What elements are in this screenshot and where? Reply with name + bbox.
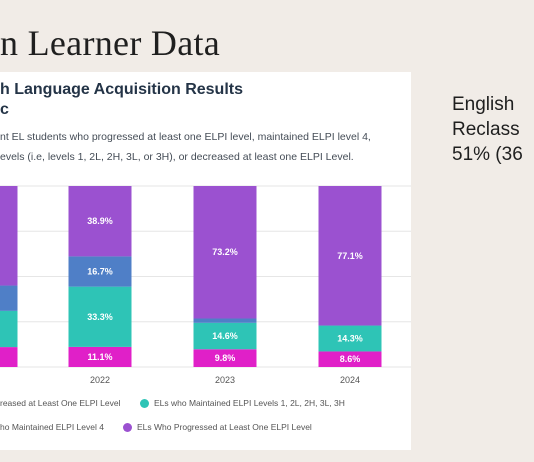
bar-segment xyxy=(318,351,382,367)
bar-segment xyxy=(68,346,132,367)
bar-segment-partial xyxy=(0,186,18,286)
legend-label-decreased: reased at Least One ELPI Level xyxy=(0,398,121,408)
stacked-bar-chart: 11.1%33.3%16.7%38.9%20229.8%14.6%2.4%73.… xyxy=(0,185,411,385)
data-label: 14.3% xyxy=(337,333,363,343)
legend-label-maintained-level-4: ho Maintained ELPI Level 4 xyxy=(0,422,104,432)
legend-label-maintained-levels: ELs who Maintained ELPI Levels 1, 2L, 2H… xyxy=(154,398,345,408)
data-label: 33.3% xyxy=(87,312,113,322)
side-text-line-1: English xyxy=(452,94,515,115)
bar-segment xyxy=(193,322,257,350)
chart-subtitle: c xyxy=(0,101,9,118)
data-label: 77.1% xyxy=(337,251,363,261)
data-label: 9.8% xyxy=(215,353,236,363)
bar-segment xyxy=(318,186,382,326)
data-label: 73.2% xyxy=(212,247,238,257)
chart-description-line-2: evels (i.e, levels 1, 2L, 2H, 3L, or 3H)… xyxy=(0,151,354,163)
bar-segment xyxy=(68,256,132,287)
data-label: 14.6% xyxy=(212,331,238,341)
bar-segment xyxy=(193,318,257,323)
legend-item-maintained-level-4: ho Maintained ELPI Level 4 xyxy=(0,422,104,432)
bar-segment xyxy=(193,349,257,367)
legend-item-maintained-levels: ELs who Maintained ELPI Levels 1, 2L, 2H… xyxy=(140,398,345,408)
bar-segment xyxy=(68,186,132,257)
bar-segment xyxy=(68,286,132,347)
bar-segment-partial xyxy=(0,285,18,311)
bar-segment xyxy=(193,186,257,319)
side-text-line-3: 51% (36 xyxy=(452,144,523,165)
chart-card: h Language Acquisition Results c nt EL s… xyxy=(0,72,411,450)
side-text: English Reclass 51% (36 xyxy=(452,92,523,167)
slide-title: n Learner Data xyxy=(0,23,221,63)
bar-segment-partial xyxy=(0,310,18,348)
data-label: 16.7% xyxy=(87,267,113,277)
bar-segment-partial xyxy=(0,347,18,367)
data-label: 11.1% xyxy=(87,352,112,362)
bar-segment xyxy=(318,325,382,352)
x-tick-label: 2024 xyxy=(340,375,360,385)
x-tick-label: 2022 xyxy=(90,375,110,385)
legend-item-decreased: reased at Least One ELPI Level xyxy=(0,398,121,408)
x-tick-label: 2023 xyxy=(215,375,235,385)
legend-item-progressed: ELs Who Progressed at Least One ELPI Lev… xyxy=(123,422,312,432)
side-text-line-2: Reclass xyxy=(452,119,520,140)
data-label: 8.6% xyxy=(340,354,361,364)
data-label: 38.9% xyxy=(87,216,113,226)
legend-label-progressed: ELs Who Progressed at Least One ELPI Lev… xyxy=(137,422,312,432)
chart-title: h Language Acquisition Results xyxy=(0,81,243,98)
legend-swatch-maintained-levels xyxy=(140,398,149,408)
legend-swatch-progressed xyxy=(123,422,132,432)
chart-description-line-1: nt EL students who progressed at least o… xyxy=(0,131,371,143)
